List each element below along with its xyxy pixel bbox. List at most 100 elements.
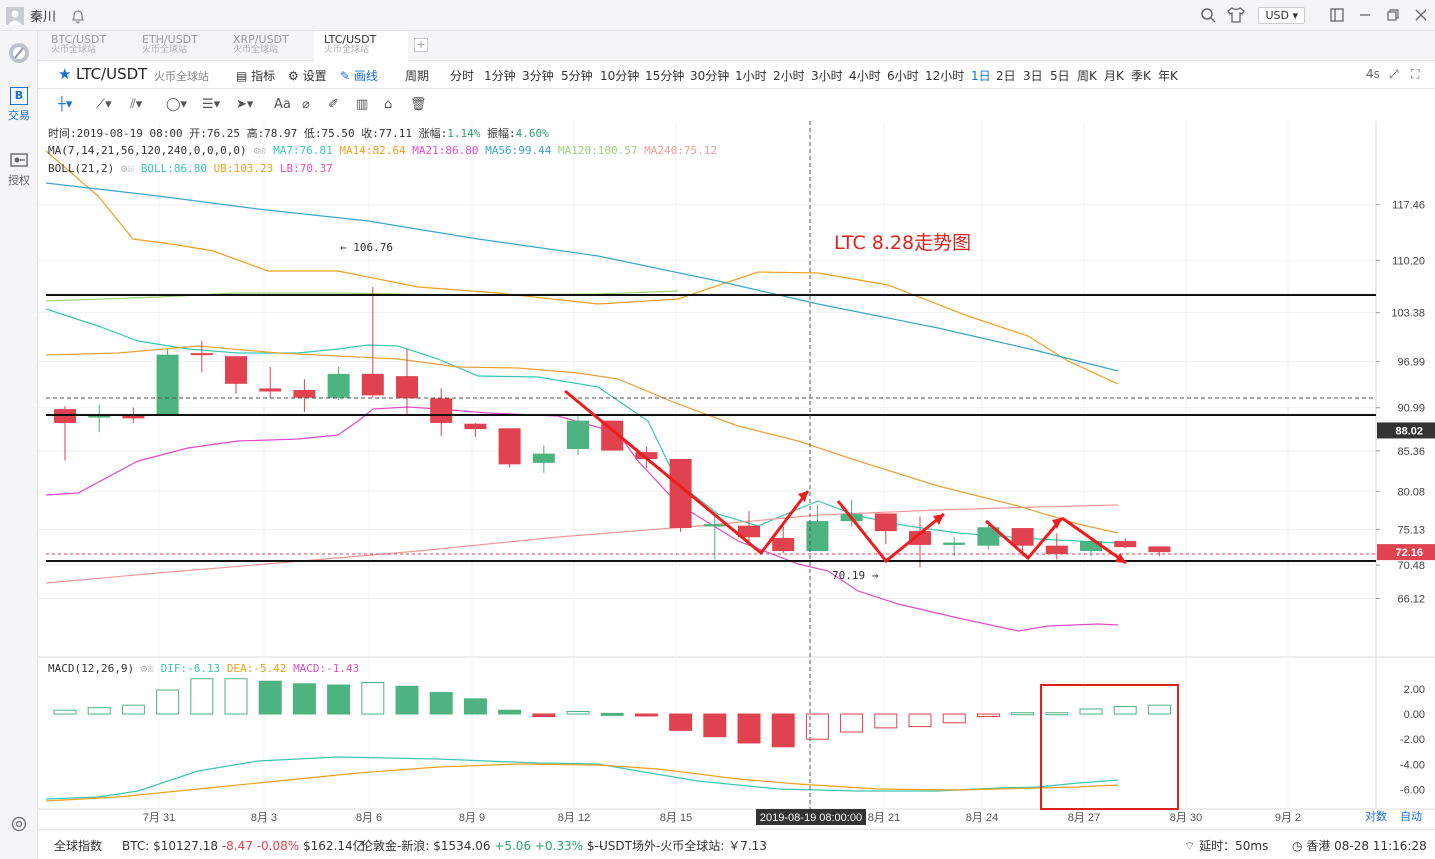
period-16[interactable]: 5日 xyxy=(1050,69,1070,83)
crosshair-tool-icon[interactable]: ┼▾ xyxy=(58,97,73,112)
candle-body xyxy=(1011,528,1034,546)
bars-tool-icon[interactable]: ▥ xyxy=(356,97,369,112)
chart-annotation-title: LTC 8.28走势图 xyxy=(834,232,972,254)
global-index-label[interactable]: 全球指数 xyxy=(54,839,103,853)
macd-bar xyxy=(190,678,214,715)
add-tab-button[interactable]: + xyxy=(414,38,428,52)
period-12[interactable]: 12小时 xyxy=(925,69,965,83)
tab-xrp[interactable]: XRP/USDT 火币全球站 xyxy=(233,33,289,55)
period-20[interactable]: 年K xyxy=(1158,69,1178,83)
restore-icon[interactable] xyxy=(1379,4,1407,26)
expand-icon[interactable]: ⤢ xyxy=(1389,67,1399,81)
fib-tool-icon[interactable]: ☰▾ xyxy=(202,97,221,112)
period-13[interactable]: 1日 xyxy=(971,69,991,83)
currency-select[interactable]: USD ▾ xyxy=(1258,6,1305,24)
last-price-tag: 72.16 xyxy=(1395,547,1423,559)
sidebar-item-auth[interactable]: 授权 xyxy=(0,151,38,188)
period-11[interactable]: 6小时 xyxy=(887,69,919,83)
btc-ticker: BTC: $10127.18 -8.47 -0.08% $162.14亿 xyxy=(122,839,365,853)
shirt-icon[interactable] xyxy=(1222,4,1250,26)
search-icon[interactable] xyxy=(1194,4,1222,26)
period-15[interactable]: 3日 xyxy=(1023,69,1043,83)
auth-icon xyxy=(10,153,28,167)
user-area[interactable]: 秦川 xyxy=(6,6,86,25)
x-tick-label: 8月 9 xyxy=(459,812,485,824)
status-bar: 全球指数 BTC: $10127.18 -8.47 -0.08% $162.14… xyxy=(38,829,1435,859)
settings-button[interactable]: ⚙ 设置 xyxy=(288,69,327,83)
arrow-tool-icon[interactable]: ➤▾ xyxy=(236,97,254,112)
settings-gear-icon[interactable] xyxy=(0,815,38,836)
macd-settings-icon[interactable]: ⚙☒ xyxy=(140,662,154,675)
period-4[interactable]: 10分钟 xyxy=(600,69,640,83)
macd-bar xyxy=(121,704,145,715)
ruler-tool-icon[interactable]: ⌀ xyxy=(302,97,310,112)
x-tick-label: 8月 30 xyxy=(1170,812,1202,824)
brush-tool-icon[interactable]: ✐ xyxy=(328,97,339,112)
period-17[interactable]: 周K xyxy=(1077,69,1097,83)
period-14[interactable]: 2日 xyxy=(996,69,1016,83)
dea-line xyxy=(45,763,1119,802)
line-tool-icon[interactable]: ⟋▾ xyxy=(96,97,112,112)
draw-button[interactable]: ✎ 画线 xyxy=(340,69,378,83)
period-6[interactable]: 30分钟 xyxy=(690,69,730,83)
ellipse-tool-icon[interactable]: ◯▾ xyxy=(166,97,188,112)
period-9[interactable]: 3小时 xyxy=(811,69,843,83)
favorite-star-icon[interactable]: ★ xyxy=(58,65,72,83)
fullscreen-icon[interactable]: ⛶ xyxy=(1411,67,1420,81)
y-tick-label: 103.38 xyxy=(1391,308,1425,320)
macd-tick-label: 0.00 xyxy=(1404,709,1425,721)
boll-settings-icon[interactable]: ⚙☒ xyxy=(120,162,135,175)
period-7[interactable]: 1小时 xyxy=(735,69,767,83)
chart-area[interactable]: 7月 31 8月 3 8月 6 8月 9 8月 12 8月 15 8月 21 8月 24 8月 … xyxy=(38,121,1435,829)
tab-ltc[interactable]: LTC/USDT 火币全球站 xyxy=(314,31,408,61)
macd-bar xyxy=(361,682,385,715)
candle-body xyxy=(874,513,897,532)
candle-body xyxy=(1114,541,1137,548)
trend-arrows xyxy=(564,389,1127,565)
sidebar-item-trade[interactable]: B 交易 xyxy=(0,87,38,123)
price-chart[interactable]: 7月 31 8月 3 8月 6 8月 9 8月 12 8月 15 8月 21 8月 24 8月 … xyxy=(38,121,1435,829)
x-tick-label: 8月 21 xyxy=(868,812,900,824)
ma-settings-icon[interactable]: ⚙☒ xyxy=(253,144,267,157)
trash-icon[interactable]: 🗑 xyxy=(410,97,427,112)
candle-body xyxy=(977,527,1000,546)
macd-bar xyxy=(703,713,727,738)
lock-tool-icon[interactable]: ⌂ xyxy=(384,97,393,112)
top-bar: 秦川 USD ▾ xyxy=(0,0,1435,31)
period-5[interactable]: 15分钟 xyxy=(645,69,685,83)
period-1[interactable]: 1分钟 xyxy=(484,69,516,83)
period-19[interactable]: 季K xyxy=(1131,69,1151,83)
period-10[interactable]: 4小时 xyxy=(849,69,881,83)
layout-icon[interactable] xyxy=(1323,4,1351,26)
symbol-tabs: BTC/USDT 火币全球站 ETH/USDT 火币全球站 XRP/USDT 火… xyxy=(38,31,1435,61)
refresh-interval[interactable]: 4s xyxy=(1366,67,1380,81)
tab-btc[interactable]: BTC/USDT 火币全球站 xyxy=(51,33,107,55)
period-8[interactable]: 2小时 xyxy=(773,69,805,83)
text-tool-icon[interactable]: Aa xyxy=(274,97,291,112)
usdt-ticker: USDT场外-火币全球站: ￥7.13 xyxy=(599,839,767,853)
chart-toolbar: ★ LTC/USDT 火币全球站 ▤ 指标 ⚙ 设置 ✎ 画线 周期 分时 1分钟… xyxy=(38,61,1435,89)
candle-body xyxy=(396,376,418,399)
auto-scale-toggle[interactable]: 自动 xyxy=(1400,810,1422,823)
auth-label: 授权 xyxy=(8,174,30,187)
period-18[interactable]: 月K xyxy=(1104,69,1124,83)
period-3[interactable]: 5分钟 xyxy=(561,69,593,83)
macd-bar xyxy=(258,680,282,715)
tab-eth[interactable]: ETH/USDT 火币全球站 xyxy=(142,33,198,55)
minimize-icon[interactable] xyxy=(1351,4,1379,26)
parallel-tool-icon[interactable]: ⫽▾ xyxy=(130,97,143,112)
ma240-line xyxy=(45,504,1119,584)
period-0[interactable]: 分时 xyxy=(450,69,475,83)
period-2[interactable]: 3分钟 xyxy=(522,69,554,83)
macd-bar xyxy=(566,710,590,715)
log-scale-toggle[interactable]: 对数 xyxy=(1365,810,1387,823)
candle-body xyxy=(567,420,589,450)
bell-icon[interactable] xyxy=(70,8,86,24)
macd-bar xyxy=(224,678,248,715)
candle-body xyxy=(532,453,555,463)
macd-bar xyxy=(805,713,829,740)
indicator-button[interactable]: ▤ 指标 xyxy=(236,69,276,83)
candle-body xyxy=(156,354,179,416)
close-icon[interactable] xyxy=(1407,4,1435,26)
gold-ticker: 伦敦金-新浪: $1534.06 +5.06 +0.33% $-- xyxy=(361,839,604,853)
